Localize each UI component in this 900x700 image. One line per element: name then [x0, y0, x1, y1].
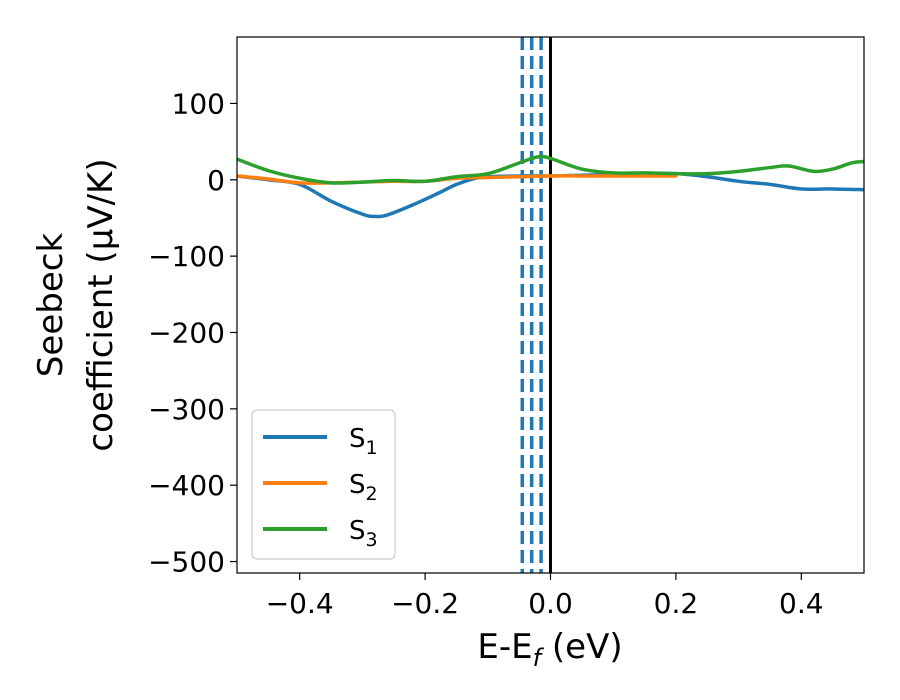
legend-label-s3: S3: [349, 516, 378, 551]
y-axis-label-line1: Seebeck: [31, 233, 71, 378]
y-tick-label: 100: [172, 87, 225, 120]
plot-area: [237, 37, 864, 573]
x-tick-label: 0.0: [528, 587, 573, 620]
legend: S1 S2 S3: [251, 409, 396, 560]
x-tick-label: 0.2: [654, 587, 699, 620]
y-axis-label-line2: coefficient (μV/K): [81, 158, 121, 451]
x-axis-label-unit: (eV): [541, 627, 623, 667]
series-line-s3: [237, 154, 864, 185]
y-tick-label: −500: [148, 546, 225, 579]
x-axis-label: E-Ef (eV): [477, 627, 622, 672]
axis-ticks: −0.4 −0.2 0.0 0.2 0.4 100 0 −100 −200 −300 −400 −50…: [148, 87, 823, 620]
y-axis-label: Seebeck coefficient (μV/K): [31, 158, 121, 451]
y-tick-label: −200: [148, 316, 225, 349]
x-tick-label: −0.4: [266, 587, 334, 620]
x-tick-label: −0.2: [391, 587, 459, 620]
y-tick-label: 0: [207, 164, 225, 197]
legend-label-s2: S2: [349, 470, 378, 505]
y-tick-label: −300: [148, 393, 225, 426]
y-tick-label: −400: [148, 469, 225, 502]
legend-label-s1: S1: [349, 424, 378, 459]
x-axis-label-main: E-E: [477, 627, 532, 667]
x-tick-label: 0.4: [779, 587, 824, 620]
y-tick-label: −100: [148, 240, 225, 273]
